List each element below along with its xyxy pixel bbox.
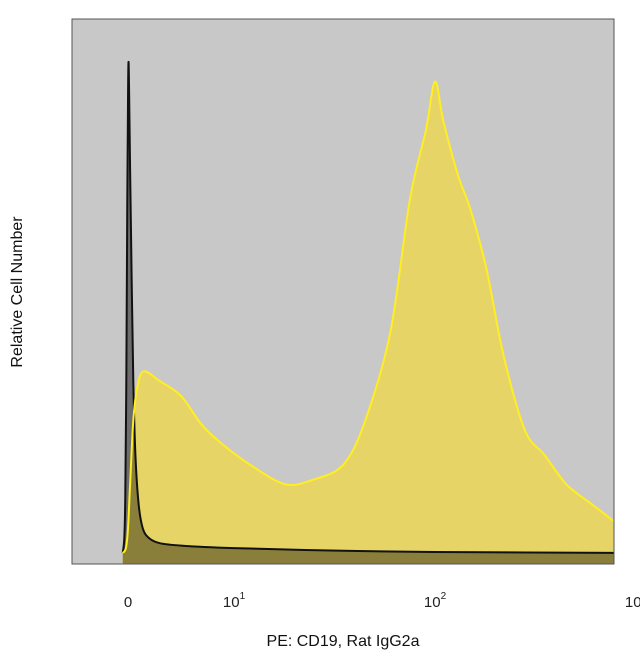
x-tick-label-1: 101	[223, 591, 246, 611]
y-axis-title: Relative Cell Number	[9, 216, 26, 368]
plot-frame	[71, 18, 615, 565]
x-tick-label-0: 0	[124, 594, 132, 611]
x-tick-label-2: 102	[424, 591, 447, 611]
x-tick-label-3: 103	[625, 591, 640, 611]
cd19-histogram-fill	[122, 81, 614, 564]
isotype-histogram-line	[121, 60, 614, 554]
x-axis-ticks: 0 101 102 103	[124, 591, 640, 611]
x-axis-title: PE: CD19, Rat IgG2a	[267, 633, 420, 650]
cd19-histogram-line	[121, 80, 614, 554]
